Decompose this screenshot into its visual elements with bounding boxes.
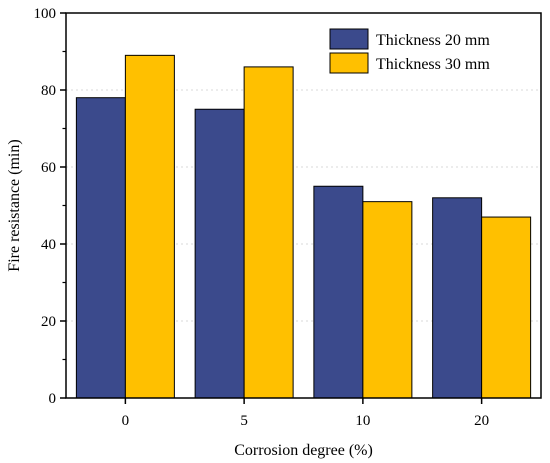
bar-thickness-20mm-5 [194,108,245,399]
x-tick-label: 10 [355,413,370,429]
bar-thickness-20mm-0 [75,97,126,399]
x-tick-label: 0 [122,413,130,429]
y-tick-label: 80 [41,83,56,99]
bar-thickness-30mm-5 [243,66,294,399]
y-tick-label: 100 [34,6,57,22]
bars [75,54,532,399]
legend: Thickness 20 mm Thickness 30 mm [329,28,490,74]
y-axis-label: Fire resistance (min) [6,139,23,271]
legend-swatch-thickness-30mm [329,52,369,74]
y-tick-label: 60 [41,160,56,176]
legend-label-thickness-20mm: Thickness 20 mm [376,32,490,49]
legend-label-thickness-30mm: Thickness 30 mm [376,56,490,73]
y-tick-label: 40 [41,237,56,253]
x-axis-label: Corrosion degree (%) [234,442,373,459]
y-axis: 0 20 40 60 80 100 [34,6,66,407]
bar-thickness-30mm-10 [362,201,413,399]
x-tick-label: 20 [474,413,489,429]
bar-thickness-30mm-20 [481,216,532,399]
bar-thickness-20mm-20 [432,197,483,399]
bar-thickness-30mm-0 [124,54,175,399]
legend-swatch-thickness-20mm [329,28,369,50]
bar-thickness-20mm-10 [313,185,364,399]
y-tick-label: 0 [49,391,57,407]
x-tick-label: 5 [240,413,248,429]
y-tick-label: 20 [41,314,56,330]
x-axis: 0 5 10 20 [122,398,489,429]
